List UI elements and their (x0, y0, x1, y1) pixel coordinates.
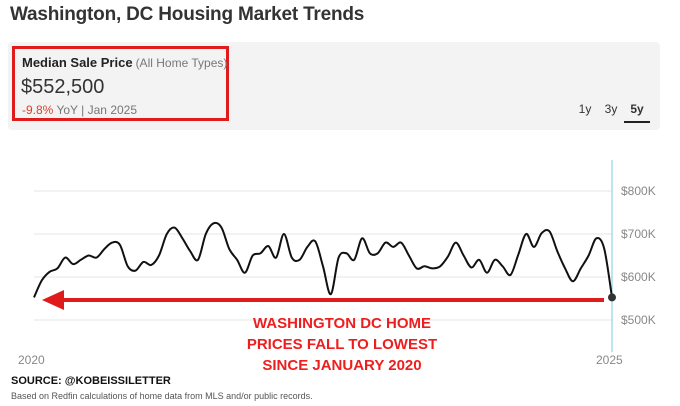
metric-sublabel: (All Home Types) (135, 56, 228, 70)
metric-label: Median Sale Price (All Home Types) (22, 55, 227, 70)
range-tab-3y[interactable]: 3y (604, 102, 618, 116)
y-tick-label: $600K (621, 270, 656, 284)
page-title: Washington, DC Housing Market Trends (10, 4, 365, 25)
metric-panel (8, 42, 660, 130)
footnote: Based on Redfin calculations of home dat… (11, 391, 313, 401)
price-chart: $500K $600K $700K $800K 2020 2025 (18, 160, 656, 367)
source-label: SOURCE: @KOBEISSILETTER (11, 375, 171, 387)
range-tab-1y[interactable]: 1y (578, 102, 592, 116)
arrow-head (42, 290, 64, 310)
range-tab-5y[interactable]: 5y (624, 102, 650, 123)
chart-grid (34, 190, 612, 321)
metric-highlight-box (12, 46, 229, 121)
x-axis-ticks: 2020 2025 (18, 353, 623, 367)
metric-change: -9.8% YoY | Jan 2025 (22, 103, 137, 117)
callout-line-2: PRICES FALL TO LOWEST (246, 336, 438, 353)
metric-label-text: Median Sale Price (22, 55, 133, 70)
series-line (33, 221, 613, 298)
metric-change-percent: -9.8% (22, 103, 54, 117)
latest-data-point[interactable] (608, 293, 616, 302)
decline-arrow (42, 290, 604, 310)
callout-line-1: WASHINGTON DC HOME (252, 315, 432, 332)
metric-change-suffix: YoY | Jan 2025 (56, 103, 138, 117)
metric-value: $552,500 (21, 76, 105, 98)
callout-text: WASHINGTON DC HOME PRICES FALL TO LOWEST… (222, 313, 462, 376)
x-tick-label: 2020 (18, 353, 45, 367)
y-tick-label: $500K (621, 313, 656, 327)
range-tabs: 1y 3y 5y (572, 102, 650, 123)
callout-line-3: SINCE JANUARY 2020 (262, 357, 422, 374)
y-tick-label: $700K (621, 227, 656, 241)
y-axis-ticks: $500K $600K $700K $800K (621, 184, 656, 327)
y-tick-label: $800K (621, 184, 656, 198)
x-tick-label: 2025 (596, 353, 623, 367)
